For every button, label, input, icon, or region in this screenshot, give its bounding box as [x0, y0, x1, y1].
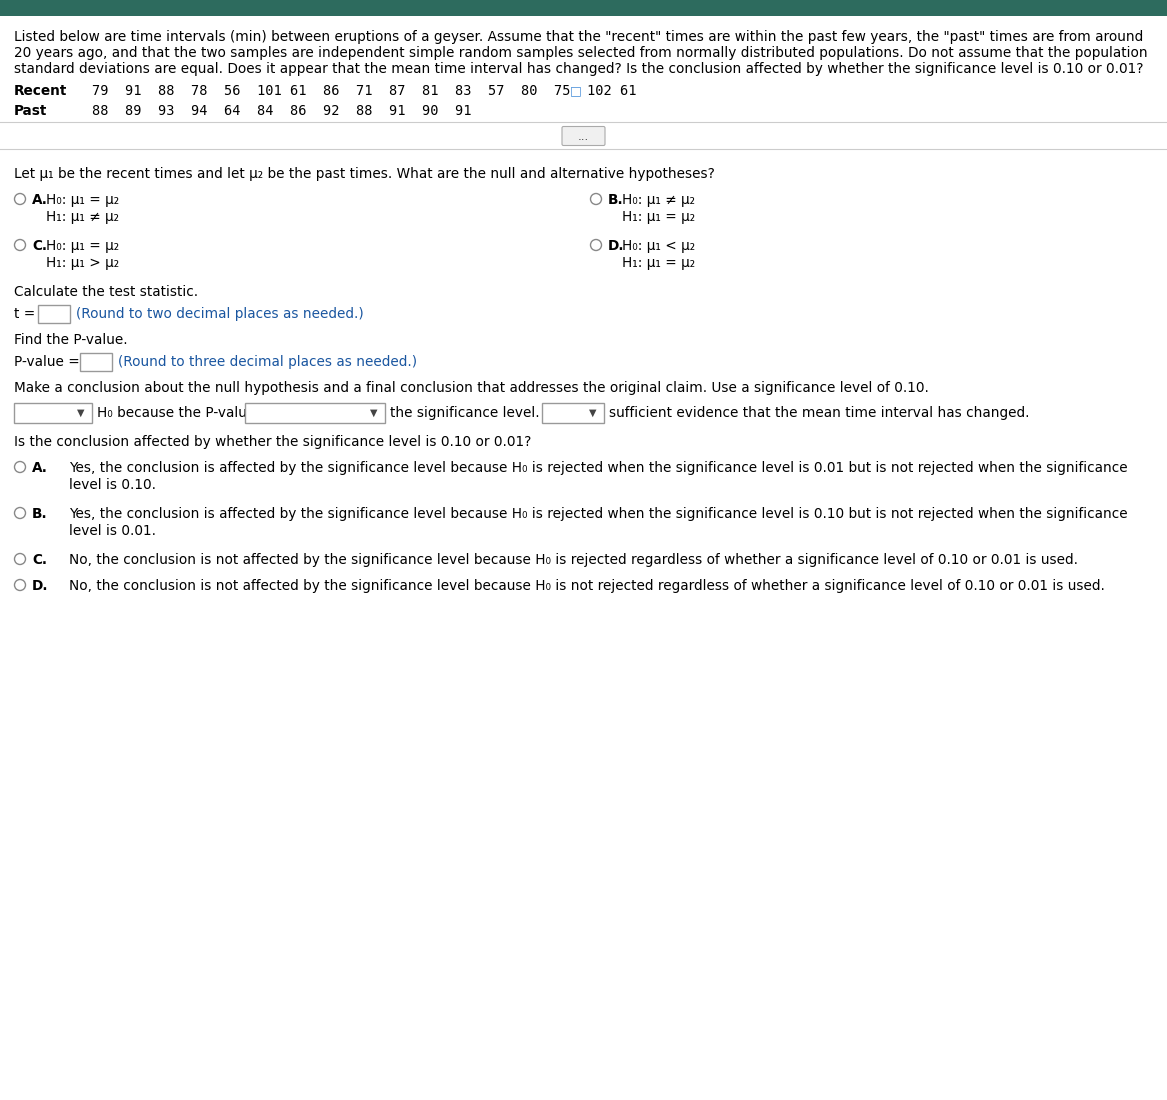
Text: ▼: ▼ — [77, 408, 85, 418]
Text: standard deviations are equal. Does it appear that the mean time interval has ch: standard deviations are equal. Does it a… — [14, 62, 1144, 76]
FancyBboxPatch shape — [0, 0, 1167, 16]
Text: 20 years ago, and that the two samples are independent simple random samples sel: 20 years ago, and that the two samples a… — [14, 46, 1147, 60]
Text: D.: D. — [608, 239, 624, 253]
Text: Make a conclusion about the null hypothesis and a final conclusion that addresse: Make a conclusion about the null hypothe… — [14, 381, 929, 395]
FancyBboxPatch shape — [14, 403, 92, 424]
FancyBboxPatch shape — [245, 403, 385, 424]
Text: B.: B. — [32, 507, 48, 521]
Text: Recent: Recent — [14, 84, 68, 98]
Text: No, the conclusion is not affected by the significance level because H₀ is not r: No, the conclusion is not affected by th… — [69, 579, 1105, 593]
Text: Calculate the test statistic.: Calculate the test statistic. — [14, 285, 198, 299]
Text: A.: A. — [32, 192, 48, 207]
Text: (Round to two decimal places as needed.): (Round to two decimal places as needed.) — [76, 307, 364, 321]
Text: level is 0.01.: level is 0.01. — [69, 524, 156, 538]
Text: H₁: μ₁ ≠ μ₂: H₁: μ₁ ≠ μ₂ — [46, 210, 119, 224]
Text: Yes, the conclusion is affected by the significance level because H₀ is rejected: Yes, the conclusion is affected by the s… — [69, 461, 1127, 475]
Text: B.: B. — [608, 192, 623, 207]
Text: sufficient evidence that the mean time interval has changed.: sufficient evidence that the mean time i… — [609, 406, 1029, 420]
Text: Let μ₁ be the recent times and let μ₂ be the past times. What are the null and a: Let μ₁ be the recent times and let μ₂ be… — [14, 167, 715, 182]
FancyBboxPatch shape — [562, 126, 605, 145]
Text: t =: t = — [14, 307, 35, 321]
Text: C.: C. — [32, 553, 47, 566]
Text: H₀: μ₁ = μ₂: H₀: μ₁ = μ₂ — [46, 192, 119, 207]
Text: C.: C. — [32, 239, 47, 253]
Text: □: □ — [569, 84, 582, 97]
Text: ▼: ▼ — [370, 408, 378, 418]
Text: ▼: ▼ — [589, 408, 596, 418]
Text: Past: Past — [14, 104, 48, 118]
Text: D.: D. — [32, 579, 49, 593]
Text: level is 0.10.: level is 0.10. — [69, 478, 156, 492]
Text: Listed below are time intervals (min) between eruptions of a geyser. Assume that: Listed below are time intervals (min) be… — [14, 30, 1144, 44]
FancyBboxPatch shape — [81, 353, 112, 371]
Text: H₁: μ₁ > μ₂: H₁: μ₁ > μ₂ — [46, 256, 119, 270]
Text: P-value =: P-value = — [14, 355, 79, 368]
Text: 88  89  93  94  64  84  86  92  88  91  90  91: 88 89 93 94 64 84 86 92 88 91 90 91 — [92, 104, 471, 118]
Text: H₁: μ₁ = μ₂: H₁: μ₁ = μ₂ — [622, 210, 696, 224]
Text: Find the P-value.: Find the P-value. — [14, 333, 127, 346]
Text: 79  91  88  78  56  101 61  86  71  87  81  83  57  80  75  102 61: 79 91 88 78 56 101 61 86 71 87 81 83 57 … — [92, 84, 636, 98]
Text: the significance level. There: the significance level. There — [390, 406, 584, 420]
Text: (Round to three decimal places as needed.): (Round to three decimal places as needed… — [118, 355, 417, 368]
Text: H₀: μ₁ = μ₂: H₀: μ₁ = μ₂ — [46, 239, 119, 253]
Text: H₀ because the P-value is: H₀ because the P-value is — [97, 406, 271, 420]
Text: Yes, the conclusion is affected by the significance level because H₀ is rejected: Yes, the conclusion is affected by the s… — [69, 507, 1127, 521]
FancyBboxPatch shape — [541, 403, 605, 424]
Text: A.: A. — [32, 461, 48, 475]
FancyBboxPatch shape — [39, 305, 70, 323]
Text: Is the conclusion affected by whether the significance level is 0.10 or 0.01?: Is the conclusion affected by whether th… — [14, 434, 531, 449]
Text: No, the conclusion is not affected by the significance level because H₀ is rejec: No, the conclusion is not affected by th… — [69, 553, 1078, 566]
Text: ...: ... — [578, 130, 589, 143]
Text: H₁: μ₁ = μ₂: H₁: μ₁ = μ₂ — [622, 256, 696, 270]
Text: H₀: μ₁ ≠ μ₂: H₀: μ₁ ≠ μ₂ — [622, 192, 696, 207]
Text: H₀: μ₁ < μ₂: H₀: μ₁ < μ₂ — [622, 239, 696, 253]
